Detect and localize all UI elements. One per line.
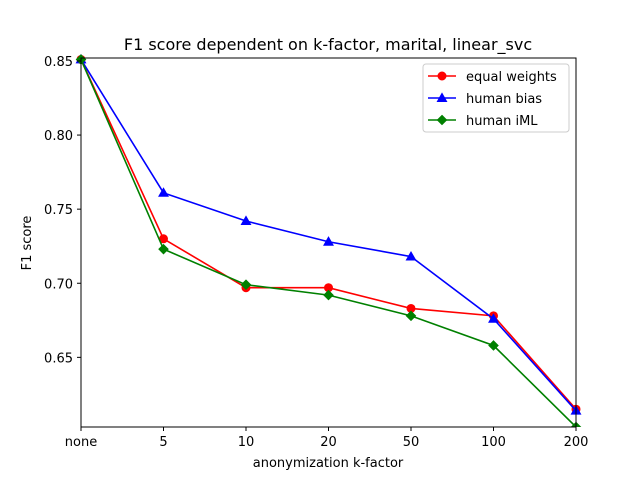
legend-label-human-bias: human bias (466, 92, 542, 107)
y-tick-label-3: 0.80 (44, 129, 73, 144)
x-tick-label-3: 20 (320, 435, 337, 450)
x-axis-label: anonymization k-factor (253, 456, 404, 471)
data-point-human-iML-2 (240, 279, 252, 291)
data-point-human-bias-1 (158, 187, 169, 197)
plot-area (75, 53, 582, 427)
legend-box (422, 63, 570, 133)
legend-marker-human-iML (436, 114, 448, 126)
y-axis: 0.65 0.70 0.75 0.80 0.85 (44, 55, 81, 366)
data-point-human-bias-3 (323, 236, 334, 246)
x-tick-label-0: none (65, 435, 97, 450)
data-point-human-iML-3 (323, 289, 334, 301)
legend-marker-equal-weights (437, 71, 447, 81)
data-point-human-iML-4 (405, 310, 417, 322)
y-tick-label-2: 0.75 (44, 203, 73, 218)
legend: equal weights human bias human iML (422, 63, 570, 133)
data-point-human-bias-2 (240, 215, 252, 225)
y-tick-label-0: 0.65 (44, 351, 73, 366)
y-tick-label-4: 0.85 (44, 55, 73, 70)
x-tick-label-2: 10 (238, 435, 255, 450)
legend-label-equal-weights: equal weights (466, 70, 557, 85)
chart-title: F1 score dependent on k-factor, marital,… (124, 35, 532, 55)
x-tick-label-6: 200 (564, 435, 589, 450)
x-tick-label-4: 50 (403, 435, 420, 450)
y-axis-label: F1 score (20, 216, 35, 271)
legend-marker-human-bias (436, 92, 448, 102)
data-point-human-bias-4 (405, 250, 417, 261)
x-axis: none 5 10 20 50 100 200 (65, 427, 589, 450)
data-point-human-iML-1 (158, 243, 169, 255)
x-tick-label-5: 100 (481, 435, 506, 450)
data-point-human-iML-5 (488, 340, 499, 351)
data-point-human-bias-5 (488, 313, 499, 323)
x-tick-label-1: 5 (159, 435, 167, 450)
legend-label-human-iML: human iML (466, 114, 538, 129)
y-tick-label-1: 0.70 (44, 277, 73, 292)
